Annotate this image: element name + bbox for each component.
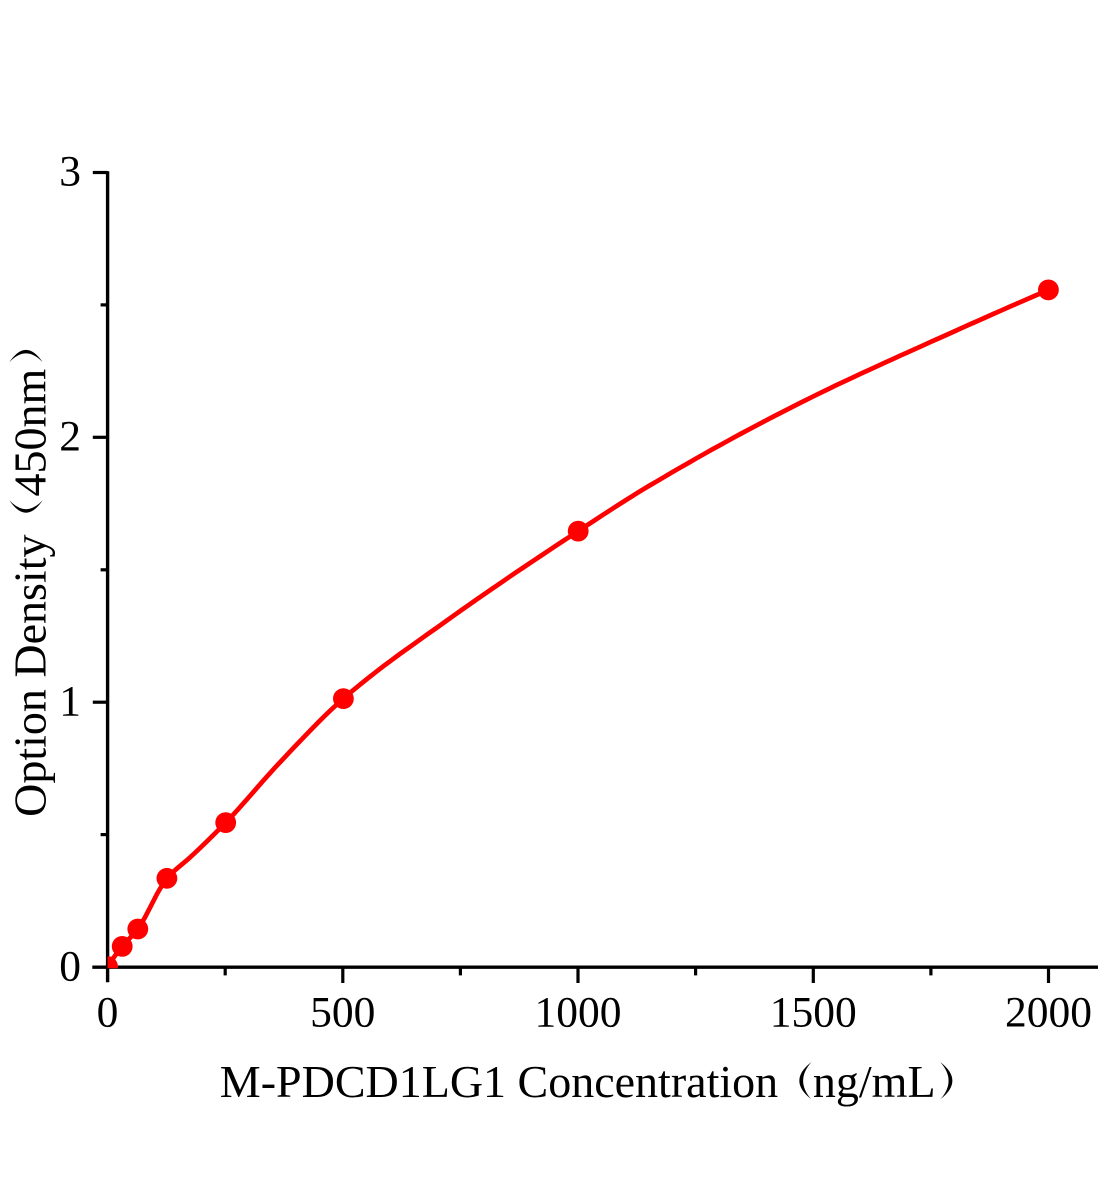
svg-text:1000: 1000 <box>535 989 622 1037</box>
svg-text:0: 0 <box>97 989 119 1037</box>
svg-text:1500: 1500 <box>770 989 857 1037</box>
svg-text:M-PDCD1LG1 Concentration: M-PDCD1LG1 Concentration <box>220 1056 778 1107</box>
svg-text:2000: 2000 <box>1005 989 1092 1037</box>
svg-text:ng/mL: ng/mL <box>813 1056 936 1107</box>
svg-text:500: 500 <box>310 989 375 1037</box>
svg-text:450nm: 450nm <box>5 369 56 497</box>
svg-text:1: 1 <box>59 678 81 726</box>
svg-text:3: 3 <box>59 148 81 196</box>
svg-text:0: 0 <box>59 943 81 991</box>
svg-text:2: 2 <box>59 413 81 461</box>
svg-text:Option Density: Option Density <box>5 535 56 817</box>
